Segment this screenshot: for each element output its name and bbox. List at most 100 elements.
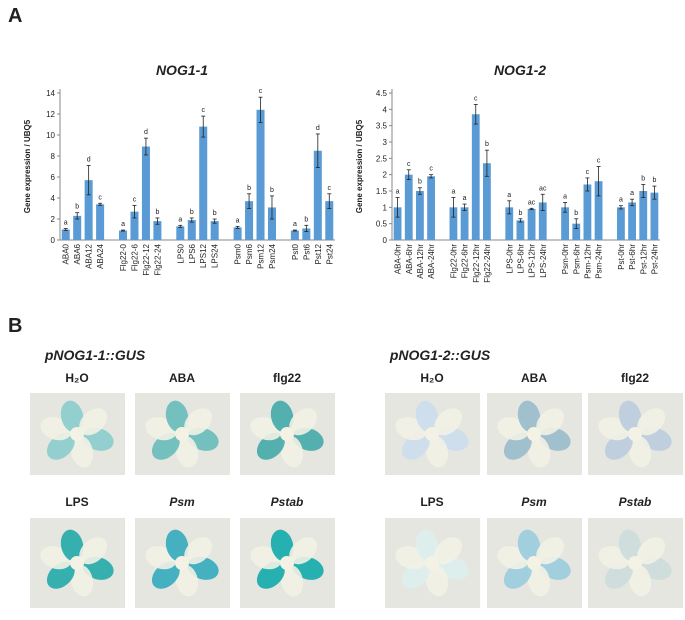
y-tick-label: 12 — [46, 110, 55, 119]
x-tick-label: Psm6 — [245, 243, 254, 264]
bar — [84, 180, 93, 240]
error-bar — [143, 137, 148, 156]
y-tick-label: 3 — [383, 138, 388, 147]
leaf — [434, 537, 463, 565]
photo-label: Psm — [169, 495, 195, 509]
x-tick-label: Pst0 — [291, 243, 300, 260]
error-bar — [641, 184, 646, 198]
significance-letter: d — [316, 125, 320, 132]
significance-letter: b — [485, 141, 489, 148]
bar — [302, 228, 311, 240]
x-tick-label: LPS-24hr — [539, 244, 548, 278]
bar — [572, 223, 581, 240]
leaf — [536, 537, 565, 565]
photo-label: ABA — [521, 371, 547, 385]
bar — [313, 150, 322, 240]
bar — [628, 202, 636, 240]
photo-label: flg22 — [621, 371, 649, 385]
x-tick-label: ABA-12hr — [416, 244, 425, 279]
bar — [594, 181, 603, 240]
error-bar — [507, 200, 512, 215]
x-tick-label: Flg22-6 — [130, 243, 139, 271]
leaf — [165, 400, 189, 433]
bar — [617, 207, 625, 240]
bar — [505, 207, 514, 240]
leaf — [415, 400, 439, 433]
leaf — [165, 529, 189, 562]
leaf — [434, 408, 463, 436]
panel-label: A — [8, 5, 22, 27]
bar — [130, 211, 139, 240]
significance-letter: b — [574, 210, 578, 217]
y-tick-label: 10 — [46, 131, 55, 140]
leaf — [175, 435, 199, 468]
gus-title: pNOG1-1::GUS — [44, 347, 146, 363]
error-bar — [315, 133, 320, 168]
leaf — [527, 564, 551, 597]
bar — [187, 220, 196, 240]
photo-label: flg22 — [273, 371, 301, 385]
bar — [233, 227, 242, 240]
x-tick-label: LPS-12hr — [528, 244, 537, 278]
leaf — [289, 408, 318, 436]
rosette-center — [70, 556, 84, 570]
leaf — [70, 564, 94, 597]
significance-letter: a — [293, 221, 297, 228]
bar — [176, 226, 185, 240]
leaf — [79, 408, 108, 436]
x-tick-label: ABA-6hr — [405, 244, 414, 275]
error-bar — [596, 166, 601, 197]
leaf — [517, 529, 541, 562]
leaf — [637, 537, 666, 565]
error-bar — [473, 104, 478, 125]
significance-letter: c — [201, 107, 205, 114]
significance-letter: b — [270, 187, 274, 194]
x-tick-label: Psm12 — [257, 243, 266, 268]
x-tick-label: Flg22-0 — [119, 243, 128, 271]
error-bar — [395, 197, 400, 218]
x-tick-label: ABA-0hr — [394, 244, 403, 275]
photo-label: LPS — [65, 495, 88, 509]
photo-label: H₂O — [65, 371, 88, 385]
leaf — [637, 408, 666, 436]
y-tick-label: 4.5 — [376, 89, 388, 98]
bar — [561, 207, 569, 240]
error-bar — [212, 218, 217, 224]
error-bar — [235, 225, 240, 229]
leaf — [628, 564, 652, 597]
x-tick-label: Pst-24hr — [650, 244, 659, 275]
rosette-center — [425, 556, 439, 570]
leaf — [60, 529, 84, 562]
leaf — [280, 564, 304, 597]
rosette-center — [425, 427, 439, 441]
x-tick-label: Psm-6hr — [572, 244, 581, 275]
error-bar — [406, 169, 411, 180]
y-tick-label: 2 — [51, 215, 56, 224]
x-tick-label: Flg22-24 — [153, 243, 162, 275]
x-tick-label: LPS-6hr — [516, 244, 525, 274]
bar — [153, 221, 162, 240]
significance-letter: b — [75, 204, 79, 211]
x-tick-label: LPS-0hr — [505, 244, 514, 274]
leaf — [175, 564, 199, 597]
significance-letter: a — [630, 190, 634, 197]
x-tick-label: LPS0 — [176, 243, 185, 263]
leaf — [425, 564, 449, 597]
x-tick-label: Psm0 — [234, 243, 243, 264]
error-bar — [429, 174, 434, 179]
significance-letter: c — [407, 161, 411, 168]
error-bar — [189, 217, 194, 223]
gus-title: pNOG1-2::GUS — [389, 347, 491, 363]
x-tick-label: ABA-24hr — [427, 244, 436, 279]
leaf — [415, 529, 439, 562]
panel-label: B — [8, 315, 22, 337]
error-bar — [292, 229, 297, 232]
bar — [471, 114, 480, 240]
photo-label: Pstab — [271, 495, 304, 509]
x-tick-label: ABA24 — [96, 243, 105, 268]
y-tick-label: 4 — [383, 105, 388, 114]
x-tick-label: Psm24 — [268, 243, 277, 268]
y-tick-label: 8 — [51, 152, 56, 161]
leaf — [289, 537, 318, 565]
